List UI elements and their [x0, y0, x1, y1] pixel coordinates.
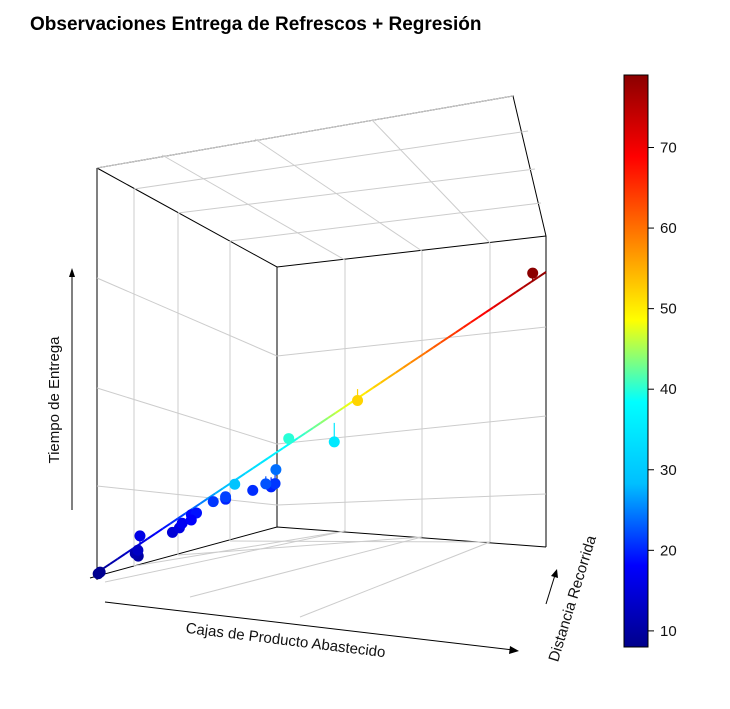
regression-segment: [425, 346, 434, 354]
regression-segment: [455, 326, 464, 334]
plot-box: [89, 95, 547, 618]
regression-segment: [515, 286, 525, 293]
colorbar-tick-label: 30: [660, 462, 677, 479]
regression-segment: [500, 296, 509, 304]
regression-segment: [312, 422, 322, 429]
axis-arrows: [69, 268, 558, 654]
regression-segment: [147, 532, 156, 540]
regression-segment: [297, 432, 307, 439]
regression-segment: [327, 412, 337, 419]
colorbar-tick-label: 20: [660, 542, 677, 559]
x-axis-label: Cajas de Producto Abastecido: [185, 620, 387, 661]
regression-segment: [139, 537, 149, 545]
regression-segment: [192, 502, 201, 510]
data-point: [220, 491, 232, 503]
colorbar-tick-label: 70: [660, 140, 677, 157]
data-point: [185, 514, 197, 526]
regression-segment: [447, 331, 457, 339]
regression-segment: [214, 487, 224, 495]
data-point: [229, 478, 241, 490]
regression-segment: [109, 558, 119, 565]
regression-line: [94, 271, 547, 575]
regression-segment: [274, 447, 284, 455]
colorbar-tick-label: 60: [660, 220, 677, 237]
data-point: [207, 496, 219, 508]
data-point: [328, 436, 340, 448]
regression-segment: [365, 386, 374, 394]
regression-segment: [154, 527, 164, 535]
regression-segment: [222, 482, 231, 490]
regression-segment: [432, 341, 442, 349]
colorbar: 10 20 30 40 50 60 70: [623, 74, 677, 648]
colorbar-tick-label: 40: [660, 381, 677, 398]
y-axis-label: Distancia Recorrida: [545, 533, 600, 664]
regression-segment: [380, 376, 389, 384]
data-point: [260, 478, 272, 490]
regression-segment: [267, 452, 276, 460]
regression-segment: [485, 306, 494, 314]
regression-segment: [259, 457, 269, 465]
colorbar-gradient: [623, 74, 649, 648]
regression-segment: [244, 467, 254, 475]
regression-segment: [507, 291, 517, 298]
regression-segment: [207, 492, 216, 500]
regression-segment: [462, 321, 472, 329]
regression-segment: [470, 316, 479, 324]
regression-segment: [177, 512, 186, 520]
data-point: [94, 566, 106, 578]
regression-segment: [372, 381, 382, 389]
regression-segment: [252, 462, 261, 470]
regression-segment: [237, 472, 246, 480]
regression-segment: [402, 361, 412, 369]
data-point: [270, 464, 282, 476]
data-point: [134, 530, 146, 542]
regression-segment: [319, 417, 329, 424]
regression-segment: [387, 371, 397, 379]
regression-segment: [395, 366, 404, 374]
regression-segment: [477, 311, 487, 319]
regression-segment: [522, 281, 532, 288]
regression-segment: [199, 497, 209, 505]
data-points: [92, 267, 539, 580]
regression-segment: [410, 356, 419, 364]
regression-segment: [440, 336, 449, 344]
data-point: [352, 394, 364, 406]
regression-segment: [334, 407, 344, 414]
z-axis-label: Tiempo de Entrega: [46, 336, 63, 464]
data-point: [176, 517, 188, 529]
data-point: [527, 267, 539, 279]
regression-segment: [492, 301, 502, 309]
regression-segment: [537, 271, 547, 278]
data-point: [269, 478, 281, 490]
colorbar-tick-label: 10: [660, 623, 677, 640]
regression-segment: [169, 517, 179, 525]
regression-segment: [342, 402, 352, 409]
regression-segment: [116, 553, 126, 560]
data-point: [247, 484, 259, 496]
data-point: [132, 544, 144, 556]
chart-title: Observaciones Entrega de Refrescos + Reg…: [30, 14, 482, 35]
regression-segment: [530, 276, 540, 283]
colorbar-tick-label: 50: [660, 301, 677, 318]
regression-segment: [417, 351, 427, 359]
regression-segment: [304, 427, 314, 434]
regression-segment: [162, 522, 171, 530]
data-point: [283, 433, 295, 445]
